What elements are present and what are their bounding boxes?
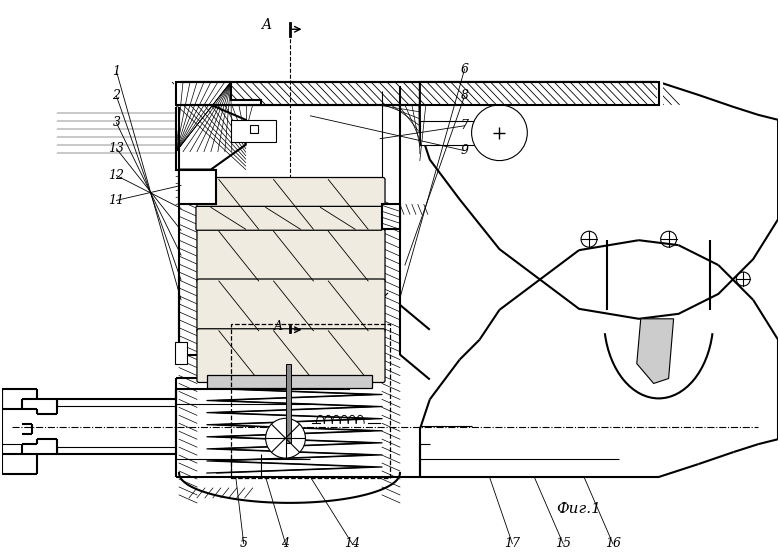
Text: 6: 6: [461, 63, 469, 75]
Bar: [657, 80, 663, 107]
Bar: [175, 342, 187, 363]
Text: 5: 5: [239, 537, 248, 550]
Bar: [250, 125, 257, 132]
Text: 3: 3: [112, 116, 120, 129]
Text: 11: 11: [108, 194, 124, 207]
Bar: [176, 82, 658, 105]
Polygon shape: [636, 319, 674, 383]
FancyBboxPatch shape: [196, 206, 382, 230]
Polygon shape: [420, 82, 778, 319]
FancyBboxPatch shape: [197, 279, 385, 333]
Text: 16: 16: [604, 537, 621, 550]
Text: 14: 14: [344, 537, 360, 550]
Bar: [174, 80, 180, 107]
Text: 9: 9: [461, 144, 469, 157]
FancyBboxPatch shape: [197, 178, 385, 231]
Circle shape: [472, 105, 527, 160]
FancyBboxPatch shape: [197, 329, 385, 382]
Text: A: A: [274, 320, 283, 333]
Text: 1: 1: [112, 64, 120, 78]
Text: 7: 7: [461, 119, 469, 132]
Text: 8: 8: [461, 89, 469, 102]
Polygon shape: [176, 82, 261, 205]
Bar: [231, 120, 275, 141]
Bar: [382, 205, 400, 229]
FancyBboxPatch shape: [197, 229, 385, 283]
Text: Фиг.1: Фиг.1: [557, 502, 601, 516]
Text: 17: 17: [505, 537, 520, 550]
Text: 4: 4: [282, 537, 289, 550]
Text: 15: 15: [555, 537, 571, 550]
Text: 13: 13: [108, 142, 124, 155]
Text: A: A: [261, 18, 271, 32]
Bar: [420, 121, 499, 145]
Text: 2: 2: [112, 89, 120, 102]
Bar: [207, 375, 372, 389]
Bar: [285, 363, 292, 443]
Bar: [231, 324, 390, 478]
Bar: [176, 82, 658, 105]
Text: 12: 12: [108, 169, 124, 182]
Circle shape: [266, 418, 306, 458]
Polygon shape: [176, 105, 246, 169]
